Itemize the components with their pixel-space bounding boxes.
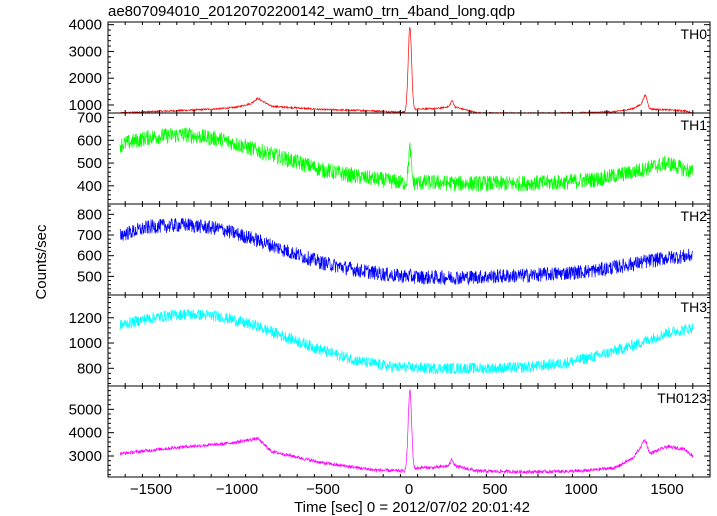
series-line-th0123	[119, 388, 694, 475]
y-axis-title: Counts/sec	[33, 224, 50, 300]
y-tick-label: 800	[77, 360, 102, 377]
x-axis-title: Time [sec] 0 = 2012/07/02 20:01:42	[294, 499, 530, 516]
y-tick-label: 4000	[69, 425, 102, 442]
x-tick-label: −1500	[130, 481, 172, 498]
chart-title: ae807094010_20120702200142_wam0_trn_4ban…	[108, 3, 515, 20]
y-tick-label: 800	[77, 206, 102, 223]
series-line-th2	[119, 218, 694, 286]
panel-label-th0: TH0	[681, 26, 708, 42]
y-tick-label: 1000	[69, 97, 102, 114]
panel-label-th2: TH2	[681, 208, 708, 224]
y-tick-label: 700	[77, 227, 102, 244]
series-line-th1	[119, 127, 694, 192]
panel-frame	[107, 385, 711, 478]
y-tick-label: 3000	[69, 43, 102, 60]
x-tick-label: −500	[306, 481, 340, 498]
y-tick-label: 1000	[69, 335, 102, 352]
y-tick-label: 500	[77, 268, 102, 285]
x-axis: −1500 −1000 −500 0 500 1000 1500	[130, 481, 684, 498]
x-tick-label: −1000	[216, 481, 258, 498]
y-tick-label: 700	[77, 110, 102, 127]
panel-label-th1: TH1	[681, 117, 708, 133]
panel-frame	[107, 294, 711, 387]
y-tick-label: 500	[77, 155, 102, 172]
x-tick-label: 500	[482, 481, 507, 498]
y-tick-label: 1200	[69, 310, 102, 327]
y-tick-label: 5000	[69, 401, 102, 418]
panel-th0123: TH0123 3000 4000 5000	[69, 385, 711, 478]
panel-th0: TH0 1000 2000 3000 4000	[69, 17, 711, 114]
series-line-th0	[119, 27, 693, 113]
y-tick-label: 4000	[69, 17, 102, 34]
y-tick-label: 2000	[69, 70, 102, 87]
panel-th1: TH1 400 500 600 700	[77, 110, 711, 205]
series-line-th3	[119, 309, 694, 375]
y-tick-label: 3000	[69, 448, 102, 465]
panel-th3: TH3 800 1000 1200	[69, 294, 711, 387]
x-tick-label: 1000	[564, 481, 597, 498]
panels-group: TH0 1000 2000 3000 4000 TH1 400 500 600 700 TH2 500…	[69, 17, 711, 478]
panel-label-th3: TH3	[681, 299, 708, 315]
panel-label-th0123: TH0123	[657, 390, 707, 406]
y-tick-label: 600	[77, 248, 102, 265]
x-tick-label: 1500	[650, 481, 683, 498]
y-tick-label: 600	[77, 132, 102, 149]
x-tick-label: 0	[405, 481, 413, 498]
panel-th2: TH2 500 600 700 800	[77, 203, 711, 296]
y-tick-label: 400	[77, 178, 102, 195]
